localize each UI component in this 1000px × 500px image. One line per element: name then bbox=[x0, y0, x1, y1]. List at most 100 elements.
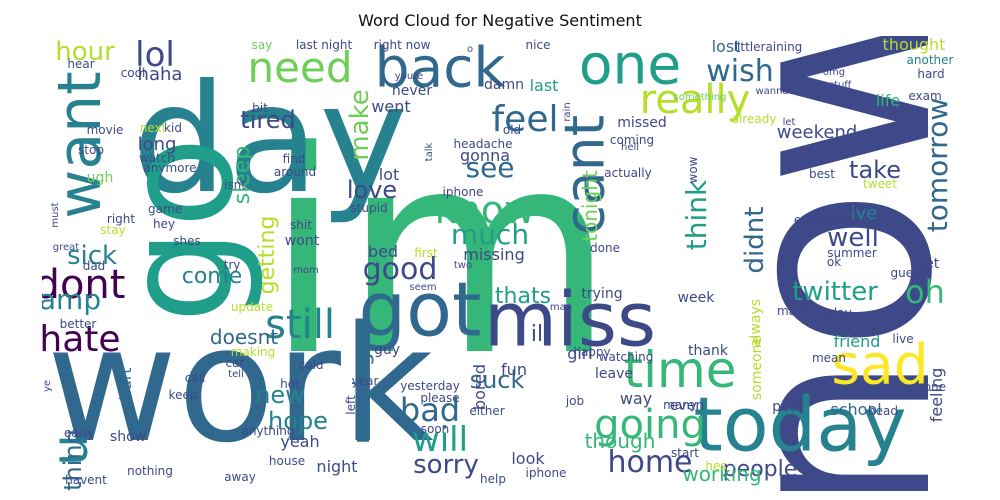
word-cloud-word: girl bbox=[567, 344, 593, 363]
word-cloud-word: though bbox=[584, 429, 656, 453]
word-cloud-word: dad bbox=[82, 259, 106, 273]
word-cloud-word: right bbox=[106, 212, 136, 226]
word-cloud-word: exam bbox=[908, 89, 942, 103]
word-cloud-word: either bbox=[469, 404, 505, 418]
word-cloud-word: tomorrow bbox=[921, 97, 954, 233]
word-cloud-word: fun bbox=[501, 360, 527, 379]
word-cloud: imworknowdaygotodaymissgotbackonecantnee… bbox=[42, 36, 960, 491]
word-cloud-word: keep bbox=[168, 388, 198, 402]
word-cloud-word: car bbox=[225, 356, 245, 370]
word-cloud-word: stop bbox=[78, 143, 104, 157]
word-cloud-word: live bbox=[892, 332, 914, 346]
word-cloud-word: must bbox=[50, 202, 61, 228]
word-cloud-word: play bbox=[826, 306, 852, 320]
word-cloud-word: talk bbox=[424, 142, 435, 162]
word-cloud-word: know bbox=[434, 188, 536, 232]
word-cloud-word: hate bbox=[42, 319, 121, 360]
word-cloud-word: away bbox=[224, 470, 256, 484]
word-cloud-word: poor bbox=[772, 399, 804, 415]
word-cloud-word: iphone bbox=[525, 466, 567, 480]
word-cloud-word: didnt bbox=[740, 206, 770, 274]
word-cloud-word: job bbox=[565, 394, 585, 408]
word-cloud-word: mean bbox=[811, 351, 847, 365]
word-cloud-word: isnt bbox=[224, 178, 246, 192]
word-cloud-word: well bbox=[827, 223, 879, 253]
word-cloud-word: next bbox=[139, 121, 167, 135]
word-cloud-word: start bbox=[671, 446, 699, 460]
word-cloud-word: hes bbox=[705, 459, 727, 473]
word-cloud-word: hot bbox=[280, 377, 300, 391]
word-cloud-word: hope bbox=[268, 407, 328, 435]
word-cloud-word: work bbox=[46, 291, 434, 478]
word-cloud-word: stupid bbox=[350, 201, 388, 215]
word-cloud-word: even bbox=[669, 398, 705, 414]
word-cloud-word: will bbox=[411, 420, 469, 460]
word-cloud-word: gone bbox=[916, 380, 946, 394]
word-cloud-word: help bbox=[480, 472, 506, 486]
word-cloud-word: thank bbox=[688, 343, 728, 359]
word-cloud-word: man bbox=[549, 302, 573, 313]
word-cloud-word: last night bbox=[295, 38, 353, 52]
word-cloud-word: mom bbox=[293, 265, 319, 276]
word-cloud-word: wont bbox=[284, 233, 320, 249]
word-cloud-word: watching bbox=[598, 350, 654, 364]
word-cloud-word: movie bbox=[86, 123, 124, 137]
word-cloud-word: ok bbox=[826, 255, 842, 269]
word-cloud-word: thats bbox=[494, 284, 552, 309]
word-cloud-word: summer bbox=[827, 246, 877, 260]
word-cloud-word: sorry bbox=[413, 450, 479, 480]
word-cloud-word: going bbox=[594, 402, 706, 448]
word-cloud-word: today bbox=[693, 380, 907, 469]
word-cloud-word: people bbox=[722, 457, 798, 482]
word-cloud-word: anymore bbox=[143, 161, 197, 175]
word-cloud-word: many bbox=[663, 398, 697, 412]
word-cloud-word: stuff bbox=[828, 80, 852, 91]
word-cloud-word: come bbox=[181, 264, 243, 289]
word-cloud-word: ugh bbox=[86, 170, 114, 186]
word-cloud-word: hard bbox=[917, 67, 945, 81]
word-cloud-word: much bbox=[450, 218, 530, 251]
word-cloud-word: still bbox=[265, 302, 335, 348]
word-cloud-word: left bbox=[344, 395, 358, 415]
word-cloud-word: let bbox=[782, 117, 796, 128]
word-cloud-word: twitter bbox=[792, 277, 878, 307]
word-cloud-word: getting bbox=[255, 215, 280, 295]
word-cloud-word: leave bbox=[595, 366, 633, 382]
word-cloud-word: got bbox=[358, 265, 482, 354]
word-cloud-word: really bbox=[639, 77, 751, 123]
word-cloud-word: old bbox=[502, 123, 522, 137]
word-cloud-word: early bbox=[63, 426, 95, 440]
word-cloud-word: think bbox=[680, 179, 713, 251]
word-cloud-word: cool bbox=[120, 66, 146, 80]
word-cloud-word: im bbox=[264, 92, 616, 418]
word-cloud-word: two bbox=[453, 260, 473, 271]
word-cloud-word: actually bbox=[604, 166, 652, 180]
word-cloud-word: littleraining bbox=[733, 40, 803, 54]
word-cloud-word: stay bbox=[100, 223, 126, 237]
word-cloud-word: bed bbox=[367, 242, 399, 261]
word-cloud-word: time bbox=[623, 341, 737, 399]
word-cloud-word: sleep bbox=[230, 145, 255, 205]
word-cloud-word: look bbox=[511, 449, 545, 468]
word-cloud-word: day bbox=[132, 53, 408, 227]
word-cloud-word: miss bbox=[483, 275, 657, 364]
word-cloud-word: seem bbox=[409, 282, 437, 293]
word-cloud-word: done bbox=[590, 241, 620, 255]
word-cloud-word: try bbox=[223, 258, 241, 272]
word-cloud-word: please bbox=[420, 391, 460, 405]
word-cloud-word: long bbox=[137, 134, 177, 155]
word-cloud-word: week bbox=[677, 290, 715, 306]
word-cloud-word: missing bbox=[463, 245, 525, 264]
word-cloud-word: head bbox=[868, 404, 898, 418]
word-cloud-word: wow bbox=[686, 156, 700, 184]
word-cloud-word: wish bbox=[706, 54, 774, 89]
word-cloud-word: weekend bbox=[776, 122, 858, 143]
word-cloud-word: youre bbox=[394, 71, 424, 82]
word-cloud-word: gonna bbox=[459, 146, 511, 165]
word-cloud-word: happy bbox=[573, 345, 611, 359]
word-cloud-word: life bbox=[875, 91, 901, 110]
word-cloud-word: oh bbox=[905, 273, 945, 311]
word-cloud-word: haha bbox=[137, 64, 183, 85]
word-cloud-word: night bbox=[316, 457, 358, 476]
word-cloud-word: hear bbox=[67, 57, 95, 71]
